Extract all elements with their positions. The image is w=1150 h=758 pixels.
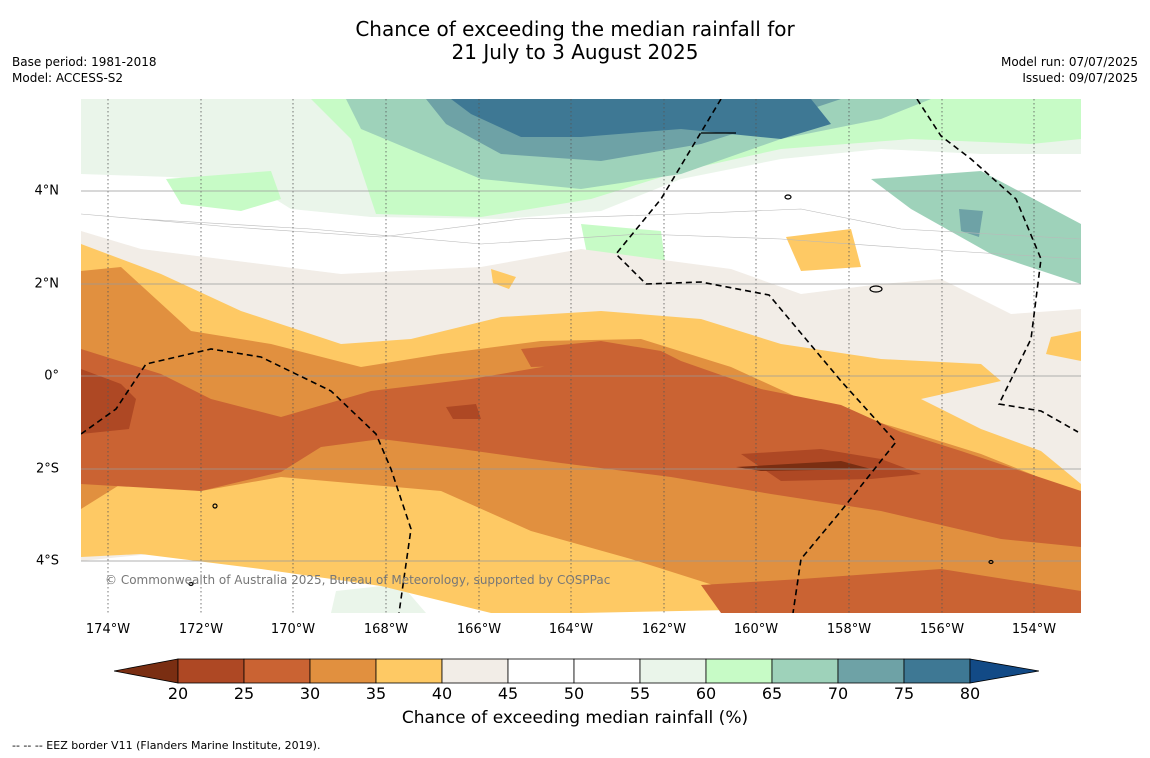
- lon-label-156w: 156°W: [919, 622, 965, 637]
- colorbar-swatch: [903, 658, 971, 684]
- colorbar-swatch: [441, 658, 509, 684]
- colorbar-swatch: [573, 658, 641, 684]
- colorbar-swatch: [243, 658, 311, 684]
- colorbar-tick-75: 75: [893, 684, 915, 703]
- colorbar-tick-70: 70: [827, 684, 849, 703]
- colorbar-swatch: [837, 658, 905, 684]
- latitude-lines: [81, 190, 1081, 562]
- colorbar-tick-30: 30: [299, 684, 321, 703]
- colorbar-swatch: [375, 658, 443, 684]
- islands: [188, 132, 994, 587]
- colorbar-swatch: [639, 658, 707, 684]
- lon-label-158w: 158°W: [826, 622, 872, 637]
- lon-label-168w: 168°W: [363, 622, 409, 637]
- contour-line: [81, 208, 1081, 240]
- colorbar-tick-55: 55: [629, 684, 651, 703]
- colorbar-tick-65: 65: [761, 684, 783, 703]
- lat-label-4s: 4°S: [35, 553, 59, 569]
- graticule: [107, 99, 1035, 613]
- colorbar-title: Chance of exceeding median rainfall (%): [401, 708, 749, 728]
- chart-title: Chance of exceeding the median rainfall …: [0, 18, 1150, 64]
- base-period: Base period: 1981-2018: [12, 55, 157, 69]
- colorbar-tick-35: 35: [365, 684, 387, 703]
- lon-label-160w: 160°W: [733, 622, 779, 637]
- band-55-60-south: [331, 584, 426, 613]
- lat-label-2n: 2°N: [34, 276, 60, 292]
- lon-label-172w: 172°W: [178, 622, 224, 637]
- colorbar-swatch: [309, 658, 377, 684]
- lat-label-2s: 2°S: [35, 461, 59, 477]
- lon-label-164w: 164°W: [548, 622, 594, 637]
- colorbar-swatch: [771, 658, 839, 684]
- band-below-20: [736, 461, 871, 471]
- colorbar-tick-40: 40: [431, 684, 453, 703]
- colorbar-swatch: [177, 658, 245, 684]
- eez-footnote: -- -- -- EEZ border V11 (Flanders Marine…: [12, 739, 321, 752]
- colorbar-tick-20: 20: [167, 684, 189, 703]
- lat-label-4n: 4°N: [34, 183, 60, 199]
- colorbar-tick-50: 50: [563, 684, 585, 703]
- title-line-2: 21 July to 3 August 2025: [451, 40, 699, 64]
- issued-date: Issued: 09/07/2025: [1022, 71, 1138, 85]
- contour-line: [140, 218, 1081, 260]
- lon-label-166w: 166°W: [456, 622, 502, 637]
- colorbar-arrow-high: [969, 658, 1039, 684]
- band-75-80: [451, 99, 831, 139]
- band-25-30: [81, 341, 1081, 613]
- lat-label-0: 0°: [44, 368, 59, 384]
- colorbar-arrow-low: [114, 658, 179, 684]
- colorbar-tick-60: 60: [695, 684, 717, 703]
- meta-right: Model run: 07/07/2025 Issued: 09/07/2025: [1001, 54, 1138, 86]
- lon-label-162w: 162°W: [641, 622, 687, 637]
- colorbar-tick-45: 45: [497, 684, 519, 703]
- colorbar-tick-25: 25: [233, 684, 255, 703]
- lon-label-154w: 154°W: [1011, 622, 1057, 637]
- colorbar-swatch: [507, 658, 575, 684]
- title-line-1: Chance of exceeding the median rainfall …: [355, 17, 795, 41]
- copyright-text: © Commonwealth of Australia 2025, Bureau…: [105, 573, 610, 587]
- colorbar-tick-80: 80: [959, 684, 981, 703]
- lon-label-174w: 174°W: [85, 622, 131, 637]
- model-name: Model: ACCESS-S2: [12, 71, 124, 85]
- colorbar: [114, 658, 1039, 684]
- model-run: Model run: 07/07/2025: [1000, 55, 1138, 69]
- rainfall-map: © Commonwealth of Australia 2025, Bureau…: [81, 99, 1081, 613]
- eez-border: [81, 99, 1079, 613]
- colorbar-swatch: [705, 658, 773, 684]
- meta-left: Base period: 1981-2018 Model: ACCESS-S2: [12, 54, 157, 86]
- lon-label-170w: 170°W: [270, 622, 316, 637]
- band-20-25: [81, 369, 921, 481]
